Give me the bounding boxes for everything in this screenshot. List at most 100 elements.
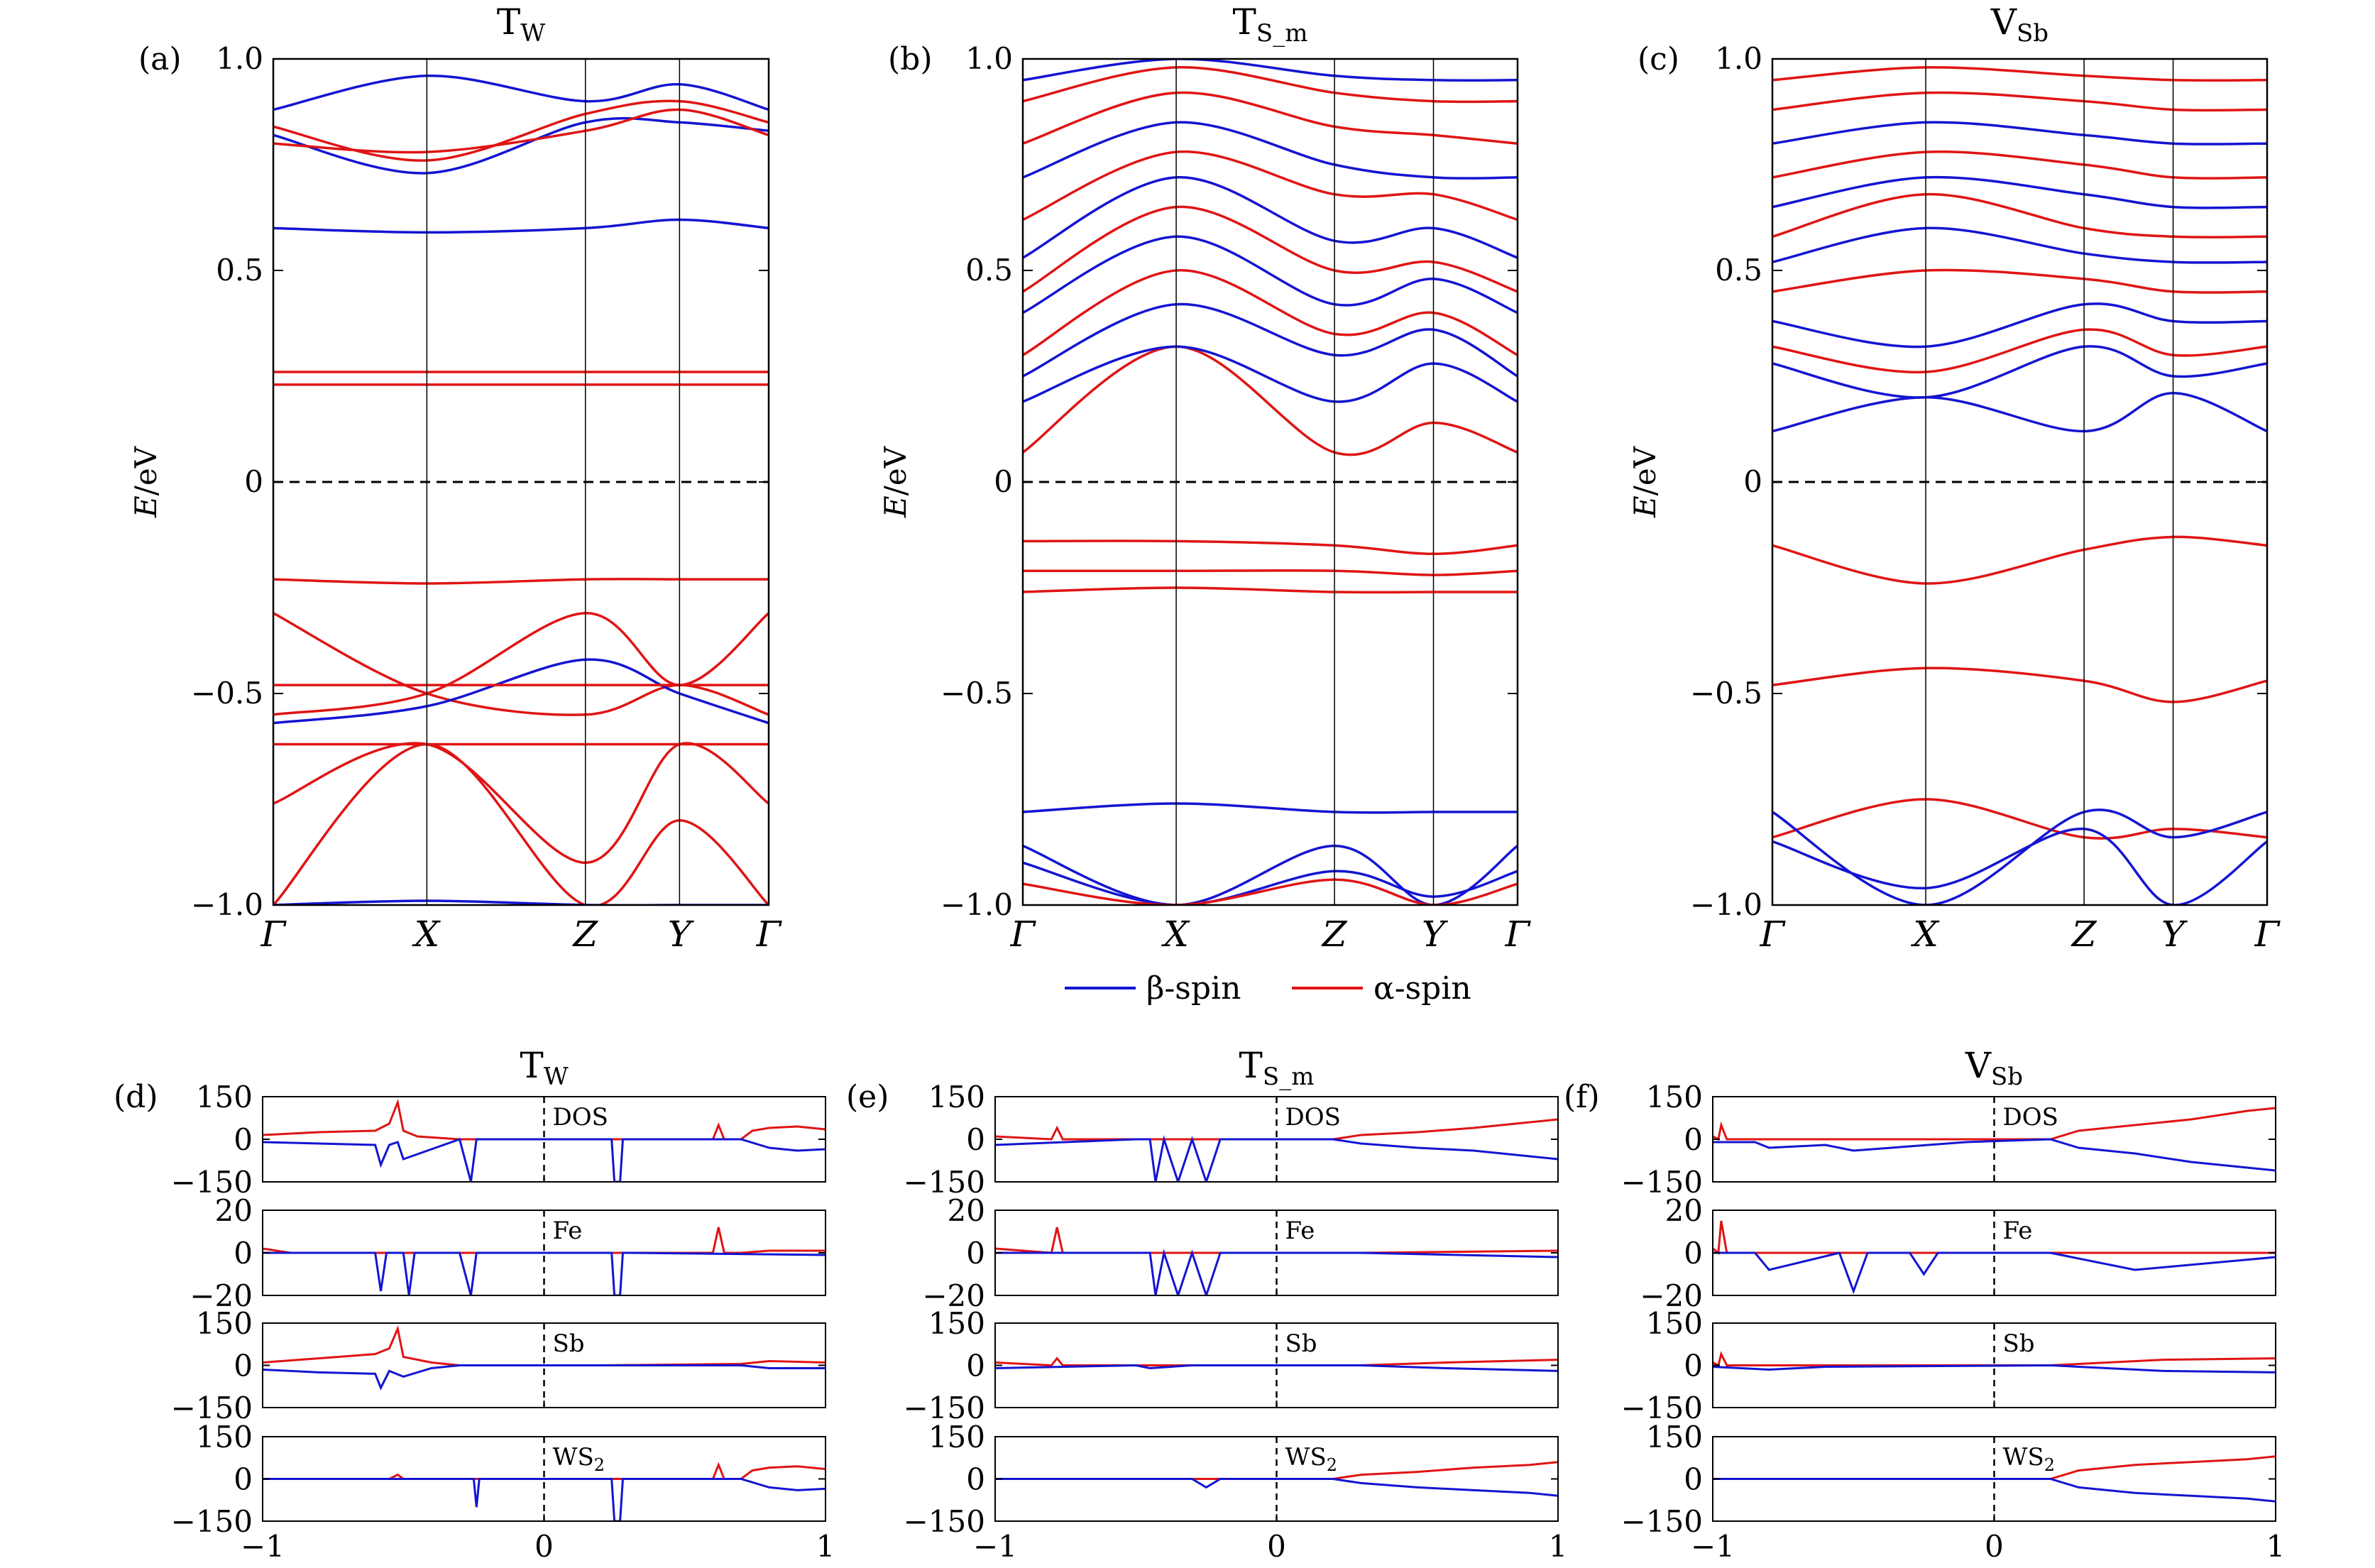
ytick-label: 150 bbox=[1646, 1080, 1703, 1114]
band-alpha bbox=[1023, 150, 1518, 221]
dos-beta bbox=[263, 1364, 826, 1391]
band-panel-1: 1.00.50−0.5−1.0Γ X Z Y ΓTW(a)E/eV bbox=[128, 1, 783, 955]
band-alpha bbox=[1023, 66, 1518, 104]
panel-title: TW bbox=[497, 1, 545, 48]
ytick-label: 0 bbox=[1684, 1349, 1703, 1383]
dos-beta bbox=[995, 1364, 1558, 1372]
dos-lines bbox=[995, 1461, 1558, 1497]
ytick-label: 150 bbox=[1646, 1420, 1703, 1454]
ytick-label: 20 bbox=[1665, 1193, 1703, 1228]
band-alpha bbox=[1772, 66, 2267, 82]
band-alpha bbox=[273, 99, 769, 162]
ytick-label: 0.5 bbox=[965, 253, 1013, 287]
panel-label: (c) bbox=[1638, 41, 1679, 77]
dos-panel-3: VSb (f) 150 0 −150 DOS 20 0 −20 Fe 150 0 −150 Sb 150 0 −… bbox=[1564, 1045, 2285, 1564]
dos-subplot-label: WS2 bbox=[2003, 1443, 2056, 1475]
kpoint-label: Γ bbox=[260, 914, 287, 955]
kpoint-label: Z bbox=[571, 914, 598, 955]
dos-subplot-label: Sb bbox=[1285, 1329, 1317, 1358]
ytick-label: −150 bbox=[171, 1391, 253, 1425]
dos-subplot-sb: 150 0 −150 Sb bbox=[171, 1306, 826, 1425]
y-axis-label: E/eV bbox=[878, 446, 913, 518]
band-alpha bbox=[1023, 878, 1518, 905]
ytick-label: 0 bbox=[1743, 464, 1762, 499]
band-alpha bbox=[1772, 91, 2267, 112]
ytick-label: −1.0 bbox=[1690, 887, 1762, 922]
ytick-label: 150 bbox=[196, 1420, 253, 1454]
ytick-label: −150 bbox=[904, 1165, 985, 1200]
panel-label: (f) bbox=[1564, 1079, 1600, 1115]
dos-panels: TW (d) 150 0 −150 DOS 20 0 −20 Fe 150 0 −150 Sb 150 0 −1… bbox=[114, 1045, 2285, 1564]
legend-beta-label: β-spin bbox=[1146, 970, 1241, 1007]
band-beta bbox=[1023, 59, 1518, 82]
y-axis-label: E/eV bbox=[128, 446, 163, 518]
band-beta bbox=[1023, 302, 1518, 378]
ytick-label: −150 bbox=[1621, 1391, 1703, 1425]
ytick-label: 0.5 bbox=[216, 253, 263, 287]
band-lines bbox=[1023, 59, 1518, 905]
dos-subplot-label: Fe bbox=[553, 1217, 583, 1245]
ytick-label: 0 bbox=[966, 1349, 985, 1383]
band-alpha bbox=[1772, 798, 2267, 840]
dos-lines bbox=[263, 1325, 826, 1391]
band-beta bbox=[1772, 827, 2267, 905]
ytick-label: 0 bbox=[244, 464, 263, 499]
kpoint-label: Γ bbox=[2254, 914, 2281, 955]
band-alpha bbox=[1772, 667, 2267, 703]
ytick-label: 0 bbox=[234, 1462, 253, 1497]
panel-label: (d) bbox=[114, 1079, 158, 1115]
xtick-label: 1 bbox=[816, 1529, 835, 1564]
kpoint-label: X bbox=[1910, 914, 1940, 955]
legend: β-spin α-spin bbox=[1065, 970, 1471, 1007]
kpoint-label: X bbox=[1161, 914, 1190, 955]
band-alpha bbox=[1772, 535, 2267, 585]
ytick-label: 150 bbox=[1646, 1306, 1703, 1341]
ytick-label: 150 bbox=[196, 1306, 253, 1341]
kpoint-label: Γ bbox=[756, 914, 783, 955]
ytick-label: 0 bbox=[966, 1236, 985, 1271]
dos-lines bbox=[263, 1098, 826, 1182]
kpoint-label: X bbox=[412, 914, 441, 955]
ytick-label: −20 bbox=[190, 1278, 253, 1313]
kpoint-label: Y bbox=[1422, 914, 1448, 955]
band-beta bbox=[273, 658, 769, 725]
panel-title: TS_m bbox=[1239, 1045, 1315, 1091]
kpoint-label: Y bbox=[2161, 914, 2188, 955]
panel-title: TW bbox=[520, 1045, 568, 1091]
ytick-label: 0 bbox=[1684, 1462, 1703, 1497]
dos-subplot-label: Fe bbox=[1285, 1217, 1315, 1245]
dos-lines bbox=[1713, 1107, 2276, 1172]
dos-beta bbox=[995, 1135, 1558, 1182]
band-beta bbox=[1772, 175, 2267, 209]
dos-lines bbox=[995, 1356, 1558, 1372]
xtick-label: 0 bbox=[534, 1529, 554, 1564]
dos-beta bbox=[1713, 1251, 2276, 1295]
panel-title: TS_m bbox=[1233, 1, 1308, 48]
xtick-label: 1 bbox=[2266, 1529, 2286, 1564]
xtick-label: 1 bbox=[1549, 1529, 1568, 1564]
dos-subplot-label: WS2 bbox=[1285, 1443, 1338, 1475]
dos-beta bbox=[1713, 1478, 2276, 1503]
dos-subplot-dos: 150 0 −150 DOS bbox=[1621, 1080, 2276, 1200]
band-beta bbox=[273, 75, 769, 111]
band-alpha bbox=[1023, 539, 1518, 556]
ytick-label: −0.5 bbox=[940, 676, 1013, 711]
panel-title: VSb bbox=[1965, 1045, 2023, 1091]
band-beta bbox=[1023, 235, 1518, 314]
ytick-label: 20 bbox=[948, 1193, 985, 1228]
ytick-label: −0.5 bbox=[1690, 676, 1762, 711]
dos-subplot-ws2: 150 0 −150 WS2 bbox=[171, 1420, 826, 1539]
dos-alpha bbox=[263, 1462, 826, 1480]
band-beta bbox=[1772, 302, 2267, 349]
ytick-label: −0.5 bbox=[191, 676, 263, 711]
band-alpha bbox=[1023, 269, 1518, 356]
y-axis-label: E/eV bbox=[1628, 446, 1662, 518]
kpoint-label: Γ bbox=[1010, 914, 1037, 955]
band-beta bbox=[1772, 345, 2267, 399]
band-beta bbox=[1772, 392, 2267, 433]
dos-subplot-sb: 150 0 −150 Sb bbox=[1621, 1306, 2276, 1425]
kpoint-label: Γ bbox=[1760, 914, 1787, 955]
dos-subplot-ws2: 150 0 −150 WS2 bbox=[904, 1420, 1559, 1539]
dos-lines bbox=[263, 1227, 826, 1295]
